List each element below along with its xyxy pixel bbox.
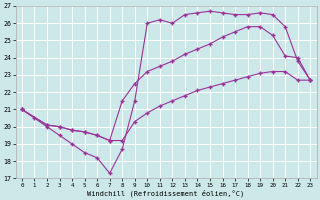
X-axis label: Windchill (Refroidissement éolien,°C): Windchill (Refroidissement éolien,°C) — [87, 189, 245, 197]
